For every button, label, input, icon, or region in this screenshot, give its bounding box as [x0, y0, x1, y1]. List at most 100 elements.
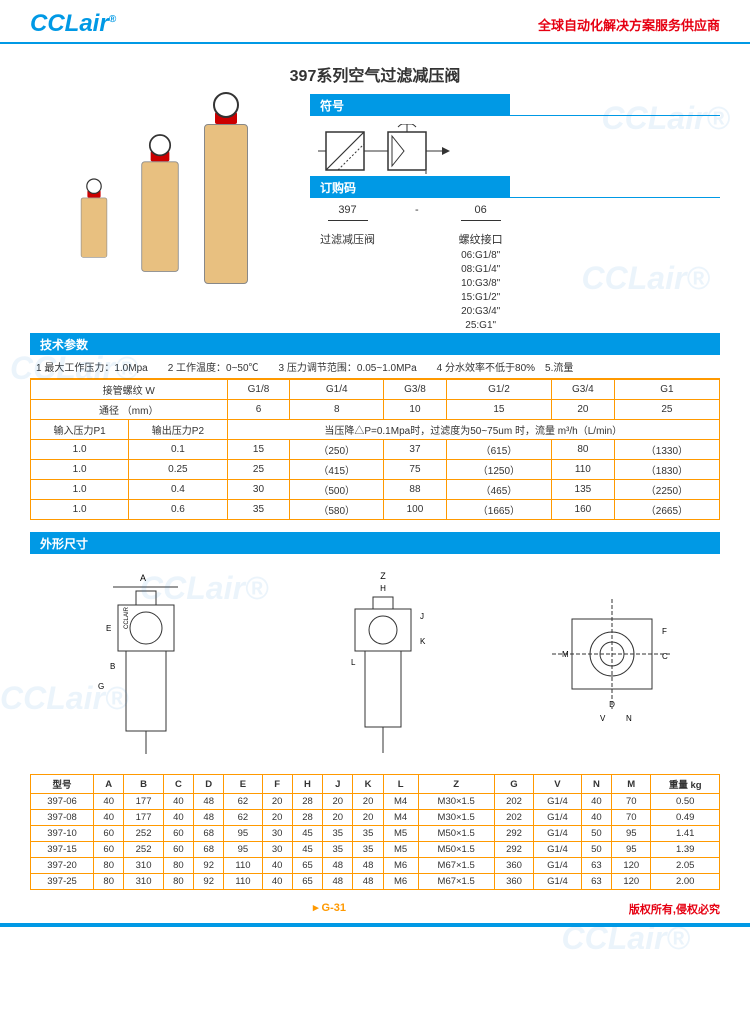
- cell: K: [353, 775, 383, 794]
- cell: 310: [124, 858, 163, 874]
- order-code-row: 397 过滤减压阀 - 06 螺纹接口 06:G1/8" 08:G1/4" 10…: [320, 204, 720, 333]
- cell: 35: [227, 500, 290, 520]
- cell: 95: [224, 826, 262, 842]
- cell: 88: [384, 480, 447, 500]
- cell: 50: [581, 842, 611, 858]
- cell: （250）: [290, 440, 384, 460]
- table-row: 397-084017740486220282020M4M30×1.5202G1/…: [31, 810, 720, 826]
- cell: M6: [383, 874, 418, 890]
- cell: 397-25: [31, 874, 94, 890]
- cell: 160: [551, 500, 614, 520]
- cell: 120: [612, 858, 651, 874]
- cell: 202: [494, 794, 533, 810]
- cell: 25: [614, 400, 719, 420]
- cell: 40: [581, 810, 611, 826]
- cell: 95: [224, 842, 262, 858]
- cell: （2250）: [614, 480, 719, 500]
- order-series: 397: [320, 204, 375, 216]
- cell: 1.41: [651, 826, 720, 842]
- svg-text:L: L: [351, 658, 356, 667]
- cell: 20: [262, 810, 292, 826]
- svg-text:C: C: [662, 652, 668, 661]
- cell: 92: [194, 874, 224, 890]
- thread-item: 06:G1/8": [459, 249, 503, 263]
- cell: 2.05: [651, 858, 720, 874]
- svg-text:F: F: [662, 627, 667, 636]
- params-note: 1 最大工作压力：1.0Mpa 2 工作温度：0~50℃ 3 压力调节范围：0.…: [30, 355, 720, 379]
- cell: 397-15: [31, 842, 94, 858]
- cell: 48: [323, 874, 353, 890]
- cell: 177: [124, 794, 163, 810]
- cell: 20: [551, 400, 614, 420]
- order-series-label: 过滤减压阀: [320, 231, 375, 247]
- thread-item: 15:G1/2": [459, 291, 503, 305]
- cell: 通径 （mm）: [31, 400, 228, 420]
- svg-text:Z: Z: [380, 571, 386, 581]
- cell: （615）: [446, 440, 551, 460]
- cell: 20: [353, 810, 383, 826]
- copyright: 版权所有,侵权必究: [629, 901, 720, 917]
- cell: 80: [94, 874, 124, 890]
- spec-table: 接管螺纹 W G1/8 G1/4 G3/8 G1/2 G3/4 G1 通径 （m…: [30, 379, 720, 520]
- cell: M67×1.5: [418, 858, 494, 874]
- cell: F: [262, 775, 292, 794]
- cell: 80: [163, 858, 193, 874]
- tagline: 全球自动化解决方案服务供应商: [538, 15, 720, 34]
- cell: 63: [581, 874, 611, 890]
- table-row: 1.00.2525（415）75（1250）110（1830）: [31, 460, 720, 480]
- svg-text:CCLAIR: CCLAIR: [124, 606, 130, 629]
- cell: 重量 kg: [651, 775, 720, 794]
- cell: 135: [551, 480, 614, 500]
- svg-text:G: G: [98, 682, 104, 691]
- table-row: 397-156025260689530453535M5M50×1.5292G1/…: [31, 842, 720, 858]
- cell: 110: [224, 874, 262, 890]
- cell: 15: [227, 440, 290, 460]
- cell: M5: [383, 826, 418, 842]
- logo-reg: ®: [109, 14, 116, 25]
- cell: 397-10: [31, 826, 94, 842]
- thread-label: 螺纹接口: [459, 231, 503, 247]
- cell: 292: [494, 842, 533, 858]
- cell: 输入压力P1: [31, 420, 129, 440]
- cell: 80: [94, 858, 124, 874]
- logo-text: CCLair: [30, 10, 109, 37]
- cell: 20: [262, 794, 292, 810]
- cell: 202: [494, 810, 533, 826]
- cell: G1/2: [446, 380, 551, 400]
- thread-item: 20:G3/4": [459, 305, 503, 319]
- svg-text:H: H: [380, 584, 386, 593]
- cell: 60: [94, 826, 124, 842]
- table-row: 1.00.635（580）100（1665）160（2665）: [31, 500, 720, 520]
- cell: 48: [194, 794, 224, 810]
- cell: 397-20: [31, 858, 94, 874]
- cell: 1.0: [31, 500, 129, 520]
- cell: 45: [292, 842, 322, 858]
- cell: G1/8: [227, 380, 290, 400]
- cell: H: [292, 775, 322, 794]
- cell: E: [224, 775, 262, 794]
- cell: 28: [292, 794, 322, 810]
- cell: 65: [292, 874, 322, 890]
- cell: 95: [612, 826, 651, 842]
- cell: 40: [262, 858, 292, 874]
- cell: M4: [383, 794, 418, 810]
- cell: 40: [94, 794, 124, 810]
- cell: 70: [612, 810, 651, 826]
- cell: G1/4: [534, 858, 582, 874]
- order-dash: -: [415, 204, 419, 216]
- cell: M6: [383, 858, 418, 874]
- cell: 40: [94, 810, 124, 826]
- cell: 95: [612, 842, 651, 858]
- cell: 120: [612, 874, 651, 890]
- cell: G1/4: [534, 794, 582, 810]
- cell: G3/8: [384, 380, 447, 400]
- cell: 接管螺纹 W: [31, 380, 228, 400]
- svg-text:D: D: [609, 700, 615, 709]
- cell: 40: [163, 794, 193, 810]
- cell: 40: [581, 794, 611, 810]
- cell: 110: [551, 460, 614, 480]
- cell: 20: [323, 810, 353, 826]
- cell: 110: [224, 858, 262, 874]
- cell: M: [612, 775, 651, 794]
- cell: 80: [551, 440, 614, 460]
